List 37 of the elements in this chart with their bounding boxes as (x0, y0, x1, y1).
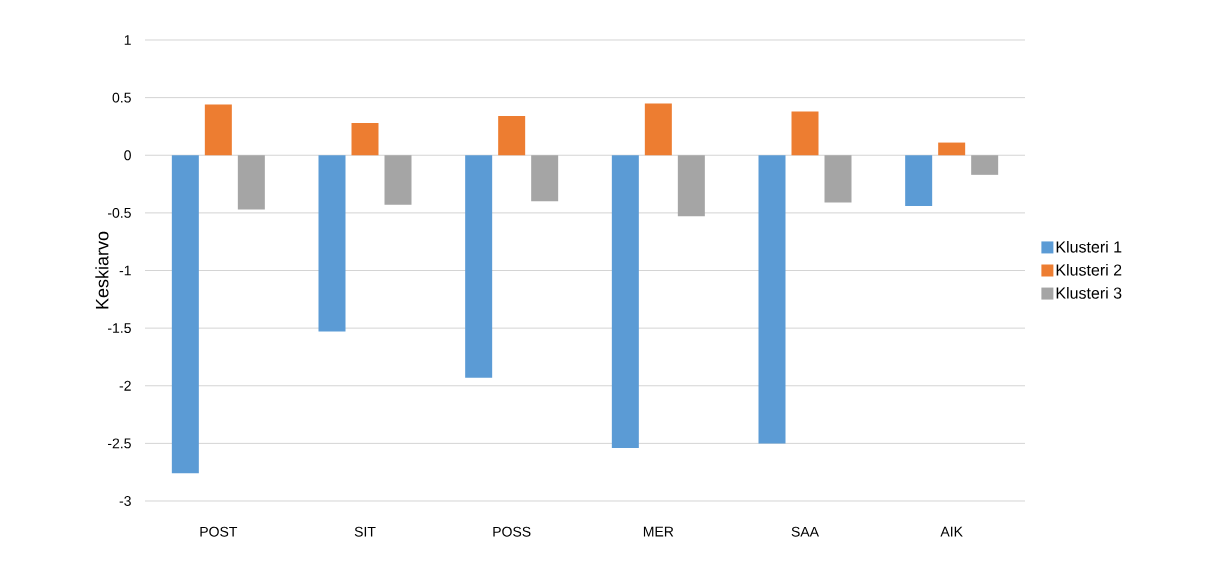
y-tick-label: -1.5 (107, 323, 131, 334)
bar (465, 155, 493, 378)
bar (171, 155, 199, 474)
x-tick-label: SAA (791, 526, 819, 537)
y-tick-label: -3 (119, 496, 131, 506)
y-tick-label: -0.5 (107, 207, 131, 218)
y-tick-label: 1 (124, 35, 131, 45)
y-tick-label: 0 (124, 150, 131, 161)
y-tick-label: -2.5 (107, 438, 131, 449)
x-tick-label: SIT (354, 526, 376, 537)
legend-label: Klusteri 2 (1056, 263, 1122, 276)
bar (971, 155, 999, 175)
legend-label: Klusteri 1 (1056, 240, 1122, 253)
bar (611, 155, 639, 448)
bar (905, 155, 933, 206)
bar (204, 104, 232, 156)
bar (824, 155, 852, 203)
bar (791, 111, 819, 156)
x-tick-label: POST (200, 526, 238, 537)
bar (531, 155, 559, 202)
y-axis-title: Keskiarvo (95, 231, 109, 309)
bar (938, 142, 966, 156)
y-tick-label: -2 (119, 380, 131, 391)
bar (644, 103, 672, 156)
x-tick-label: POSS (493, 526, 531, 537)
bar (384, 155, 412, 205)
x-tick-label: AIK (940, 526, 963, 537)
bar (498, 116, 526, 156)
legend-label: Klusteri 3 (1056, 287, 1122, 299)
y-tick-label: -1 (119, 265, 131, 276)
bar (351, 122, 379, 156)
x-tick-label: MER (643, 526, 674, 537)
bar (318, 155, 346, 332)
bar (677, 155, 705, 217)
y-tick-label: 0.5 (112, 92, 131, 103)
bar (237, 155, 265, 210)
bar (758, 155, 786, 444)
